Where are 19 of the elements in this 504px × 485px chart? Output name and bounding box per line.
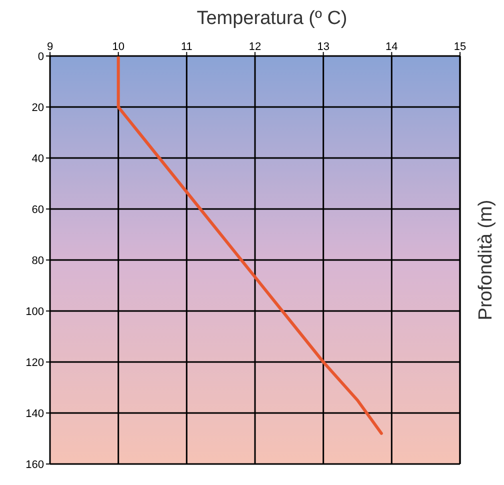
y-tick-label: 80 <box>32 254 44 267</box>
x-tick-label: 10 <box>112 41 124 53</box>
x-tick-label: 12 <box>248 41 262 53</box>
x-tick-label: 13 <box>317 41 330 53</box>
y-tick-label: 120 <box>26 356 44 369</box>
y-axis-title: Profondità (m) <box>476 200 497 320</box>
y-tick-label: 60 <box>32 204 44 216</box>
y-tick-label: 160 <box>26 458 44 471</box>
y-tick-label: 140 <box>26 408 44 420</box>
y-tick-label: 40 <box>32 152 44 165</box>
y-tick-label: 0 <box>38 50 44 63</box>
x-tick-label: 9 <box>46 41 54 53</box>
x-tick-label: 15 <box>454 41 466 53</box>
y-tick-label: 20 <box>32 102 44 114</box>
x-tick-label: 11 <box>180 41 192 53</box>
x-axis-title: Temperatura (º C) <box>196 8 348 31</box>
line-series <box>116 56 383 435</box>
y-tick-label: 100 <box>26 306 44 318</box>
x-tick-label: 14 <box>386 41 398 53</box>
